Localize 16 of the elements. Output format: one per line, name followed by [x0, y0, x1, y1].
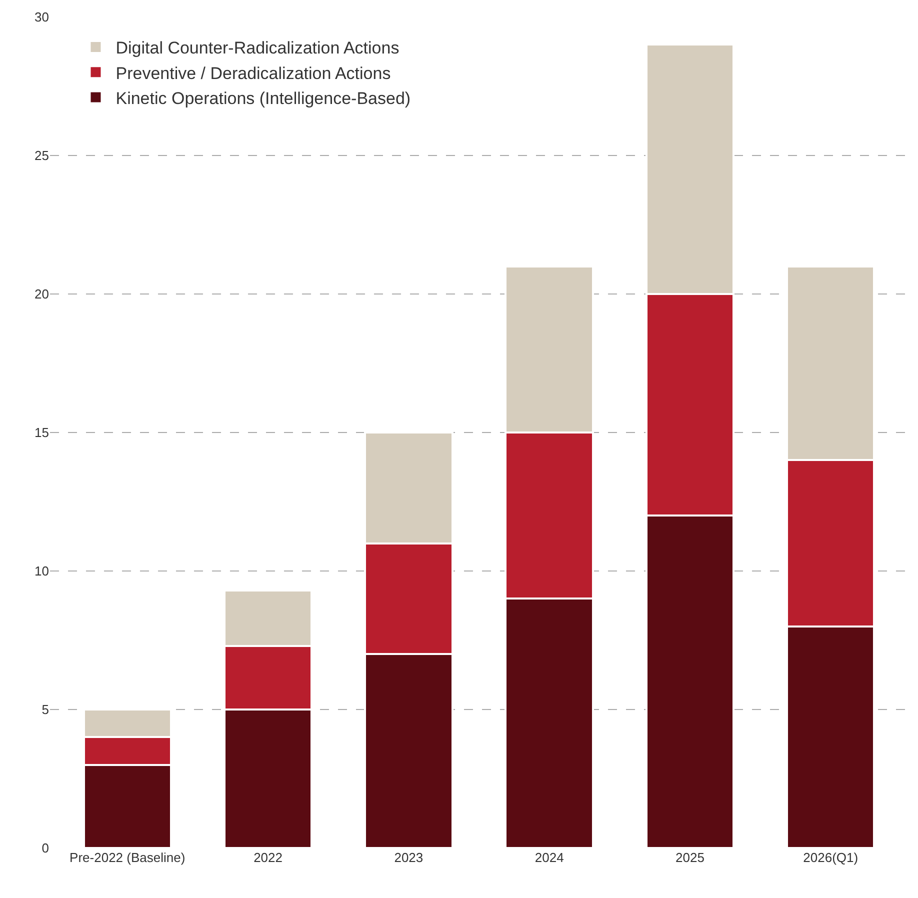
y-tick-label: 10 — [34, 564, 49, 579]
y-tick-label: 5 — [42, 702, 49, 718]
legend-label: Kinetic Operations (Intelligence-Based) — [116, 88, 411, 108]
x-tick-label: 2025 — [676, 850, 704, 865]
y-tick-label: 30 — [34, 10, 49, 25]
x-tick-label: 2023 — [394, 850, 424, 865]
x-tick-label: 2024 — [534, 850, 564, 865]
y-tick-label: 15 — [34, 425, 49, 440]
y-tick-label: 25 — [34, 148, 49, 164]
x-tick-label: 2026(Q1) — [803, 850, 858, 865]
y-tick-label: 0 — [42, 840, 49, 856]
legend-label: Preventive / Deradicalization Actions — [116, 64, 391, 83]
legend-label: Digital Counter-Radicalization Actions — [116, 38, 400, 58]
x-tick-label: Pre-2022 (Baseline) — [70, 850, 186, 865]
y-tick-label: 20 — [34, 286, 49, 302]
x-tick-label: 2022 — [254, 850, 282, 865]
